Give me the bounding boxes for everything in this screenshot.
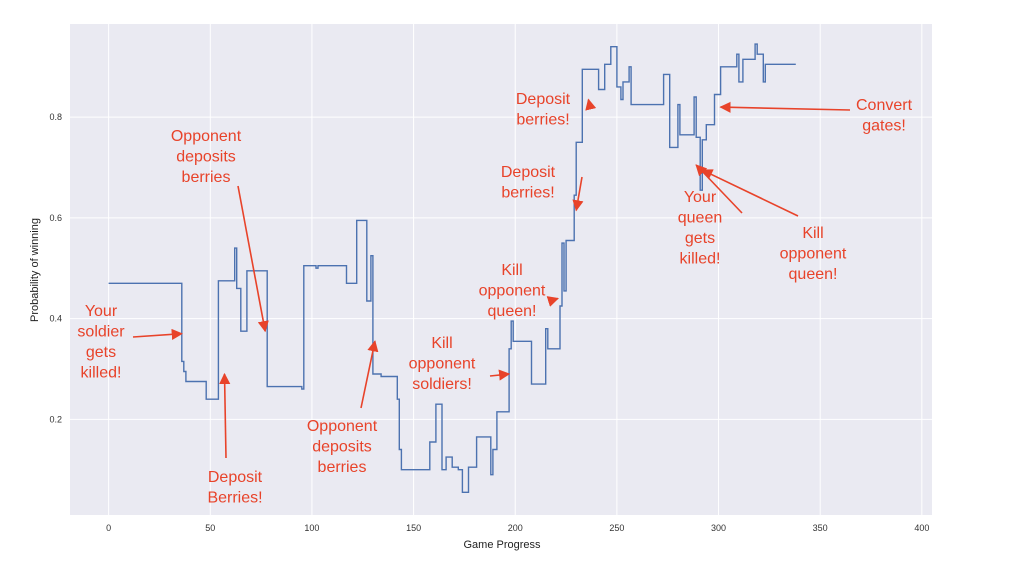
y-tick-labels: 0.2 0.4 0.6 0.8 [49,112,62,424]
x-tick-label: 50 [205,523,215,533]
x-tick-label: 350 [813,523,828,533]
annotation-arrow [489,369,511,381]
annotation-text: Kill opponent queen! [479,262,546,320]
annotation: Opponent deposits berries [171,128,269,333]
annotation-arrow [219,372,231,459]
x-tick-labels: 0 50 100 150 200 250 300 350 400 [106,523,929,533]
x-tick-label: 400 [914,523,929,533]
y-tick-label: 0.4 [49,314,62,324]
annotation: Deposit Berries! [207,372,263,507]
win-probability-line [108,43,796,493]
annotation-text: Opponent deposits berries [171,128,242,186]
annotation: Your queen gets killed! [678,164,743,268]
annotation-arrow [132,328,183,340]
annotation-arrow [237,185,269,333]
annotation-text: Convert gates! [856,97,913,135]
annotation: Kill opponent soldiers! [409,335,511,393]
annotation: Deposit berries! [501,164,584,212]
annotation-text: Kill opponent queen! [780,225,847,283]
annotation-text: Deposit berries! [516,91,571,129]
x-tick-label: 0 [106,523,111,533]
x-tick-label: 150 [406,523,421,533]
annotation-arrow [546,296,559,307]
annotation-text: Your queen gets killed! [678,189,723,268]
x-axis-label: Game Progress [463,539,541,551]
annotation: Convert gates! [719,97,913,135]
annotation-arrow [572,176,584,212]
annotation: Opponent deposits berries [307,340,379,476]
annotation-text: Kill opponent soldiers! [409,335,476,393]
x-tick-label: 250 [609,523,624,533]
annotation-arrow [719,101,851,113]
annotation-text: Opponent deposits berries [307,418,378,476]
x-tick-label: 100 [304,523,319,533]
annotation-text: Deposit Berries! [207,469,262,507]
annotation-text: Your soldier gets killed! [77,303,125,382]
annotation-arrow [701,169,799,217]
y-tick-label: 0.6 [49,213,62,223]
annotation-arrow [585,98,597,111]
annotation: Kill opponent queen! [479,262,559,320]
y-tick-label: 0.8 [49,112,62,122]
annotations: Your soldier gets killed! Deposit Berries! Opp… [77,91,912,507]
annotation: Kill opponent queen! [701,169,847,283]
plot-area [70,24,932,515]
grid [70,24,932,515]
y-tick-label: 0.2 [49,414,62,424]
annotation-text: Deposit berries! [501,164,556,202]
y-axis-label: Probability of winning [29,218,41,322]
x-tick-label: 200 [508,523,523,533]
annotation: Deposit berries! [516,91,597,129]
annotation: Your soldier gets killed! [77,303,183,382]
annotation-arrow [360,340,379,409]
x-tick-label: 300 [711,523,726,533]
